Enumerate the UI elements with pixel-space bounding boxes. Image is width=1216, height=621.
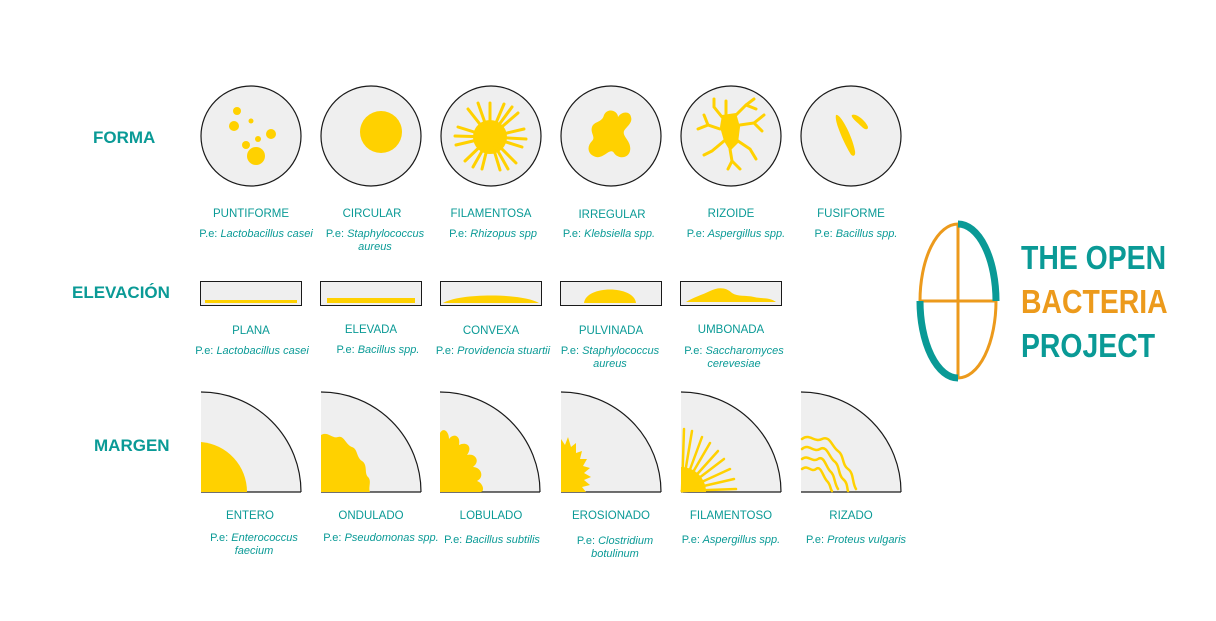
label-plana: PLANA — [232, 325, 270, 337]
example-prefix: P.e: — [686, 228, 705, 240]
irregular-colony-icon — [560, 85, 662, 187]
example-elevada: P.e: Bacillus spp. — [315, 344, 441, 357]
example-rizoide: P.e: Aspergillus spp. — [673, 228, 799, 241]
label-filamentoso: FILAMENTOSO — [689, 510, 773, 522]
label-lobulado: LOBULADO — [459, 510, 523, 522]
example-prefix: P.e: — [681, 534, 700, 546]
logo-text-line3: PROJECT — [1021, 327, 1156, 364]
filamentous-colony-icon — [440, 85, 542, 187]
pulvinate-elevation-icon — [560, 281, 662, 306]
example-species: Pseudomonas spp. — [344, 532, 439, 544]
example-species: Bacillus spp. — [835, 228, 898, 240]
punctiform-colony-icon — [200, 85, 302, 187]
example-species: Staphylococcus aureus — [347, 228, 425, 253]
filamentous-margin-icon — [680, 391, 782, 493]
example-prefix: P.e: — [449, 228, 468, 240]
example-prefix: P.e: — [336, 344, 355, 356]
example-convexa: P.e: Providencia stuartii — [435, 345, 551, 358]
rhizoid-colony-icon — [680, 85, 782, 187]
example-filamentoso: P.e: Aspergillus spp. — [668, 534, 794, 547]
example-prefix: P.e: — [195, 345, 214, 357]
example-entero: P.e: Enterococcus faecium — [196, 532, 312, 558]
example-pulvinada: P.e: Staphylococcus aureus — [546, 345, 674, 371]
example-filamentosa: P.e: Rhizopus spp — [430, 228, 556, 241]
example-species: Aspergillus spp. — [702, 534, 781, 546]
fusiform-colony-icon — [800, 85, 902, 187]
circular-colony-icon — [320, 85, 422, 187]
example-prefix: P.e: — [684, 345, 703, 357]
example-prefix: P.e: — [435, 345, 455, 357]
label-circular: CIRCULAR — [342, 208, 402, 220]
label-convexa: CONVEXA — [462, 325, 520, 337]
example-umbonada: P.e: Saccharomyces cerevesiae — [670, 345, 798, 371]
example-prefix: P.e: — [805, 534, 825, 546]
label-puntiforme: PUNTIFORME — [212, 208, 290, 220]
label-entero: ENTERO — [226, 510, 274, 522]
example-species: Bacillus spp. — [357, 344, 420, 356]
example-erosionado: P.e: Clostridium botulinum — [560, 535, 670, 561]
example-lobulado: P.e: Bacillus subtilis — [429, 534, 555, 547]
example-prefix: P.e: — [560, 345, 580, 357]
label-irregular: IRREGULAR — [578, 209, 646, 221]
logo-text-line2: BACTERIA — [1021, 283, 1168, 320]
example-species: Bacillus subtilis — [465, 534, 540, 546]
example-circular: P.e: Staphylococcus aureus — [316, 228, 434, 254]
section-title-elevacion: ELEVACIÓN — [72, 283, 170, 302]
section-title-forma: FORMA — [93, 128, 156, 147]
example-rizado: P.e: Proteus vulgaris — [793, 534, 919, 547]
example-puntiforme: P.e: Lactobacillus casei — [193, 228, 319, 241]
example-species: Rhizopus spp — [470, 228, 537, 240]
example-prefix: P.e: — [562, 228, 582, 240]
umbonate-elevation-icon — [680, 281, 782, 306]
example-prefix: P.e: — [814, 228, 833, 240]
undulate-margin-icon — [320, 391, 422, 493]
label-pulvinada: PULVINADA — [578, 325, 644, 337]
label-rizado: RIZADO — [829, 510, 873, 522]
example-species: Proteus vulgaris — [827, 534, 907, 546]
erose-margin-icon — [560, 391, 662, 493]
example-prefix: P.e: — [210, 532, 229, 544]
example-ondulado: P.e: Pseudomonas spp. — [318, 532, 444, 545]
petri-dish-logo-icon — [916, 220, 1000, 382]
lobate-margin-icon — [439, 391, 541, 493]
label-ondulado: ONDULADO — [338, 510, 404, 522]
example-species: Klebsiella spp. — [584, 228, 656, 240]
example-species: Aspergillus spp. — [707, 228, 786, 240]
example-species: Saccharomyces cerevesiae — [705, 345, 784, 370]
label-erosionado: EROSIONADO — [572, 510, 650, 522]
label-filamentosa: FILAMENTOSA — [450, 208, 532, 220]
entire-margin-icon — [200, 391, 302, 493]
label-rizoide: RIZOIDE — [707, 208, 755, 220]
example-species: Providencia stuartii — [457, 345, 551, 357]
example-prefix: P.e: — [323, 532, 342, 544]
example-species: Lactobacillus casei — [216, 345, 309, 357]
example-prefix: P.e: — [576, 535, 596, 547]
example-species: Clostridium botulinum — [591, 535, 654, 560]
label-elevada: ELEVADA — [344, 324, 398, 336]
example-prefix: P.e: — [199, 228, 218, 240]
example-irregular: P.e: Klebsiella spp. — [546, 228, 672, 241]
curled-margin-icon — [800, 391, 902, 493]
example-species: Enterococcus faecium — [231, 532, 298, 557]
example-fusiforme: P.e: Bacillus spp. — [793, 228, 919, 241]
label-umbonada: UMBONADA — [697, 324, 765, 336]
logo-text-line1: THE OPEN — [1021, 239, 1167, 276]
example-plana: P.e: Lactobacillus casei — [189, 345, 315, 358]
raised-elevation-icon — [320, 281, 422, 306]
label-fusiforme: FUSIFORME — [817, 208, 885, 220]
example-prefix: P.e: — [325, 228, 345, 240]
convex-elevation-icon — [440, 281, 542, 306]
example-species: Lactobacillus casei — [220, 228, 313, 240]
flat-elevation-icon — [200, 281, 302, 306]
section-title-margen: MARGEN — [94, 436, 170, 455]
example-species: Staphylococcus aureus — [582, 345, 660, 370]
example-prefix: P.e: — [444, 534, 463, 546]
